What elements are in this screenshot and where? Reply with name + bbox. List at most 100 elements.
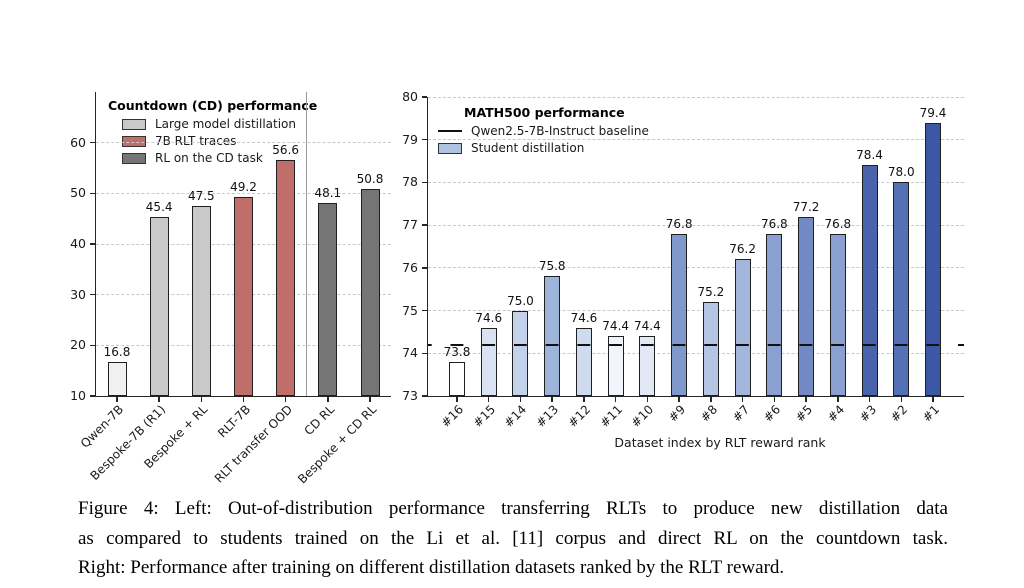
x-tick-mark [327, 396, 329, 402]
x-tick-mark [519, 396, 522, 402]
bar [360, 189, 380, 396]
bar-value-label: 79.4 [919, 105, 947, 120]
math500-chart-plot-area: MATH500 performance Qwen2.5-7B-Instruct … [402, 89, 964, 430]
x-tick-mark [710, 396, 712, 402]
legend-label: 7B RLT traces [155, 134, 237, 148]
y-tick-label: 80 [402, 89, 418, 104]
bar-value-label: 49.2 [230, 180, 257, 195]
y-tick-mark [89, 344, 95, 347]
x-tick-mark [116, 396, 118, 402]
y-tick-label: 73 [402, 388, 418, 403]
bar-value-label: 50.8 [356, 172, 384, 187]
bar [734, 259, 751, 396]
x-tick-mark [868, 396, 871, 402]
bar-value-label: 74.6 [570, 310, 598, 325]
bar [318, 202, 338, 396]
y-tick-mark [89, 243, 95, 245]
y-gridline [428, 224, 964, 226]
y-tick-mark [421, 309, 427, 312]
legend-item: Large model distillation [122, 117, 317, 131]
y-tick-label: 78 [402, 174, 418, 190]
bar [671, 233, 688, 396]
bar [607, 336, 624, 396]
y-tick-mark [421, 267, 427, 269]
legend-patch-swatch [122, 135, 146, 147]
bar-value-label: 56.6 [272, 142, 300, 157]
x-tick-mark [551, 396, 553, 402]
y-tick-label: 76 [402, 259, 418, 275]
bar [798, 216, 815, 396]
y-tick-label: 74 [402, 345, 418, 361]
bar-value-label: 75.0 [507, 293, 534, 308]
caption-line-2: as compared to students trained on the L… [78, 527, 948, 549]
x-tick-mark [487, 396, 490, 402]
x-tick-mark [646, 396, 649, 402]
bar-value-label: 77.2 [792, 199, 820, 214]
x-tick-mark [158, 396, 160, 402]
countdown-chart-plot-area: Countdown (CD) performance Large model d… [70, 92, 391, 486]
y-tick-mark [421, 96, 427, 98]
x-tick-mark [614, 396, 617, 402]
y-tick-label: 40 [70, 236, 86, 251]
bar [893, 182, 910, 396]
y-tick-label: 77 [402, 217, 418, 233]
y-tick-mark [421, 395, 427, 397]
math500-chart-title: MATH500 performance [464, 105, 625, 120]
legend-patch-swatch [122, 118, 146, 130]
legend-label: Large model distillation [155, 117, 297, 131]
legend-patch-swatch [122, 152, 146, 164]
y-tick-label: 50 [70, 185, 86, 201]
bar-value-label: 74.4 [602, 319, 630, 334]
bar [575, 327, 592, 396]
x-tick-mark [284, 396, 287, 402]
bar [512, 310, 529, 396]
bar-value-label: 75.2 [697, 285, 725, 300]
bar [107, 361, 127, 396]
y-tick-label: 60 [70, 134, 86, 150]
countdown-chart-legend: Countdown (CD) performance Large model d… [108, 98, 317, 168]
legend-item: 7B RLT traces [122, 134, 317, 148]
y-tick-mark [421, 352, 427, 355]
y-tick-label: 30 [70, 286, 86, 302]
bar-value-label: 76.2 [729, 242, 756, 257]
bar [449, 361, 465, 396]
legend-item: Qwen2.5-7B-Instruct baseline [438, 124, 649, 138]
bar-value-label: 76.8 [760, 216, 788, 231]
legend-patch-swatch [438, 142, 462, 154]
y-tick-mark [421, 138, 427, 141]
bar-value-label: 16.8 [103, 344, 131, 359]
bar-value-label: 45.4 [145, 199, 173, 214]
bar [480, 327, 497, 396]
y-tick-label: 75 [402, 302, 418, 318]
x-tick-mark [741, 396, 744, 402]
y-gridline [96, 142, 391, 144]
legend-label: Student distillation [471, 141, 585, 155]
bar [276, 159, 296, 396]
baseline-line [428, 343, 964, 346]
bar-value-label: 74.6 [475, 310, 503, 325]
bar-value-label: 74.4 [634, 319, 661, 334]
bar-value-label: 76.8 [665, 216, 693, 231]
bar [766, 233, 783, 396]
bar [149, 216, 169, 396]
math500-x-axis-label: Dataset index by RLT reward rank [614, 435, 826, 450]
bar [544, 276, 561, 396]
bar-value-label: 75.8 [538, 259, 566, 274]
bar-value-label: 73.8 [443, 344, 471, 359]
y-tick-label: 79 [402, 131, 418, 147]
x-tick-mark [837, 396, 839, 402]
y-tick-mark [89, 141, 95, 144]
bar [829, 233, 846, 396]
x-tick-mark [773, 396, 776, 402]
x-tick-mark [369, 396, 371, 402]
bar [234, 197, 253, 396]
x-tick-mark [678, 396, 680, 402]
y-tick-mark [421, 224, 427, 226]
x-tick-mark [932, 396, 934, 402]
y-gridline [428, 96, 964, 98]
legend-label: RL on the CD task [155, 151, 263, 165]
y-gridline [428, 310, 964, 312]
bar-value-label: 47.5 [187, 189, 215, 203]
y-tick-mark [89, 293, 95, 296]
x-tick-mark [242, 396, 245, 402]
